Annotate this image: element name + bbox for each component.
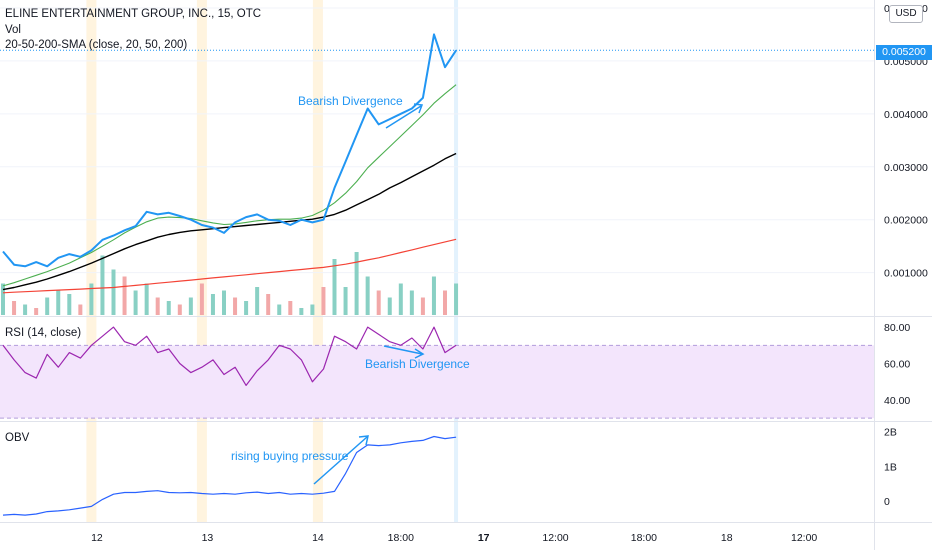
volume-bar [122,276,127,315]
rsi-divergence-arrowhead [414,348,425,359]
volume-bar [222,290,226,315]
volume-bar [100,255,105,315]
currency-button[interactable]: USD [889,5,923,23]
sma20-line [2,84,457,287]
current-price-tag: 0.005200 [876,45,932,60]
volume-bar [398,283,403,315]
volume-bar [277,304,282,315]
volume-bar [210,294,215,315]
rsi-annotation-label: Bearish Divergence [365,357,470,371]
rsi-tick-label-1: 60.00 [884,359,910,371]
volume-bar [255,287,260,315]
rsi-tick-label-0: 80.00 [884,322,910,334]
rsi-band [0,345,874,419]
obv-line [2,435,457,516]
price-tick-label-5: 0.001000 [884,268,928,280]
session-shade-2 [312,0,323,522]
sma-legend: 20-50-200-SMA (close, 20, 50, 200) [5,39,188,51]
obv-tick-label-1: 1B [884,461,897,473]
volume-bar [45,297,50,315]
volume-bar [354,252,359,315]
volume-bar [1,283,5,315]
volume-legend: Vol [5,24,21,36]
volume-bar [177,304,182,315]
obv-legend: OBV [5,432,30,444]
price-tick-label-3: 0.003000 [884,162,928,174]
price-divergence-arrow [385,105,422,129]
volume-bar [454,283,459,315]
rsi-line [2,326,457,386]
obv-tick-label-0: 2B [884,427,897,439]
obv-rising-arrowhead [358,435,369,446]
volume-bar [310,304,315,315]
time-tick-label-5: 12:00 [542,532,568,544]
price-tick-label-4: 0.002000 [884,215,928,227]
volume-bar [443,290,447,315]
obv-tick-label-2: 0 [884,496,890,508]
symbol-title: ELINE ENTERTAINMENT GROUP, INC., 15, OTC [5,8,262,20]
obv-rising-arrow [313,436,368,485]
time-tick-label-8: 12:00 [791,532,817,544]
volume-bar [34,308,39,315]
price-line [2,33,457,268]
volume-bar [89,283,94,315]
volume-bar [431,276,436,315]
volume-bar [133,290,138,315]
time-tick-label-2: 14 [312,532,324,544]
volume-bar [299,308,304,315]
volume-bar [78,304,83,315]
volume-bar [244,301,249,315]
volume-bar [155,297,160,315]
volume-bar [188,297,193,315]
time-tick-label-0: 12 [91,532,103,544]
volume-bar [321,287,326,315]
current-bar-highlight [454,0,459,522]
price-tick-label-2: 0.004000 [884,109,928,121]
volume-bar [23,304,28,315]
volume-bar [67,294,72,315]
time-tick-label-7: 18 [721,532,733,544]
volume-bar [166,301,171,315]
volume-bar [387,297,392,315]
time-tick-label-3: 18:00 [388,532,414,544]
rsi-legend: RSI (14, close) [5,327,82,339]
time-tick-label-4: 17 [478,532,490,544]
volume-bar [343,287,348,315]
volume-bar [199,283,204,315]
rsi-tick-label-2: 40.00 [884,395,910,407]
volume-bar [144,283,149,315]
volume-bar [376,290,381,315]
price-annotation-label: Bearish Divergence [298,94,403,108]
time-tick-label-6: 18:00 [631,532,657,544]
obv-annotation-label: rising buying pressure [231,449,349,463]
volume-bar [365,276,370,315]
session-shade-1 [196,0,207,522]
session-shade-0 [86,0,97,522]
volume-bar [288,301,293,315]
volume-bar [409,290,414,315]
volume-bar [56,290,61,315]
sma50-line [2,152,457,291]
time-tick-label-1: 13 [202,532,214,544]
volume-bar [12,301,17,315]
price-divergence-arrowhead [413,103,424,114]
rsi-divergence-arrow [383,345,423,355]
volume-bar [420,297,425,315]
volume-bar [332,259,337,315]
volume-bar [266,294,271,315]
volume-bar [111,269,116,315]
sma200-line [2,238,457,294]
volume-bar [233,297,238,315]
